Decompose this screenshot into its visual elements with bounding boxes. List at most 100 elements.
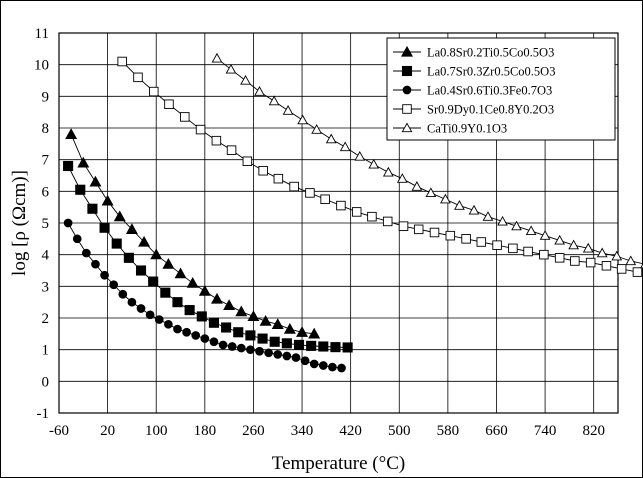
data-point bbox=[247, 310, 260, 322]
data-point bbox=[382, 216, 393, 227]
data-point bbox=[440, 193, 451, 204]
data-point bbox=[382, 166, 394, 177]
legend-marker bbox=[401, 45, 413, 57]
legend-box bbox=[386, 37, 616, 141]
data-point bbox=[296, 326, 309, 337]
data-point bbox=[196, 311, 207, 322]
data-point bbox=[160, 287, 171, 298]
data-point bbox=[195, 124, 206, 135]
data-point bbox=[368, 158, 380, 169]
data-point bbox=[461, 234, 471, 244]
x-tick-label: 820 bbox=[582, 423, 605, 439]
data-point bbox=[180, 112, 190, 122]
data-point bbox=[601, 261, 612, 271]
data-point bbox=[208, 317, 219, 328]
data-point bbox=[100, 270, 109, 280]
data-point bbox=[396, 173, 408, 183]
data-point bbox=[297, 114, 309, 125]
data-point bbox=[133, 72, 143, 83]
data-point bbox=[145, 310, 155, 320]
data-point bbox=[209, 337, 219, 347]
data-point bbox=[268, 95, 280, 106]
x-tick-label: 500 bbox=[388, 423, 411, 439]
data-point bbox=[254, 86, 265, 96]
data-point bbox=[611, 250, 623, 261]
data-point bbox=[87, 203, 98, 214]
y-tick-label: 4 bbox=[42, 248, 50, 264]
data-point bbox=[367, 211, 377, 222]
data-point bbox=[227, 342, 237, 351]
data-point bbox=[508, 243, 518, 254]
data-point bbox=[117, 56, 127, 67]
y-tick-label: 7 bbox=[42, 153, 50, 169]
data-point bbox=[309, 359, 319, 369]
data-point bbox=[65, 128, 78, 139]
legend-item-1: La0.8Sr0.2Ti0.5Co0.5O3 bbox=[393, 46, 554, 60]
data-point bbox=[511, 220, 522, 231]
data-point bbox=[523, 246, 533, 257]
legend-item-3: La0.4Sr0.6Ti0.3Fe0.7O3 bbox=[393, 84, 552, 98]
data-point bbox=[482, 211, 494, 221]
data-point bbox=[539, 230, 551, 240]
data-point bbox=[258, 165, 268, 176]
data-point bbox=[632, 267, 643, 277]
data-point bbox=[211, 135, 222, 146]
data-point bbox=[354, 150, 366, 161]
data-point bbox=[625, 255, 637, 266]
legend-marker bbox=[401, 65, 413, 77]
y-tick-label: 0 bbox=[42, 374, 50, 390]
x-tick-label: 660 bbox=[485, 423, 508, 439]
y-tick-label: 2 bbox=[42, 311, 50, 327]
data-point bbox=[413, 224, 424, 235]
y-tick-label: -1 bbox=[37, 406, 50, 422]
data-point bbox=[127, 297, 137, 307]
legend-marker bbox=[401, 122, 413, 133]
data-point bbox=[289, 181, 299, 192]
data-point bbox=[182, 327, 191, 337]
data-point bbox=[582, 242, 594, 253]
x-tick-label: 180 bbox=[194, 423, 217, 439]
data-point bbox=[242, 156, 253, 166]
data-point bbox=[318, 361, 328, 370]
data-point bbox=[282, 351, 292, 361]
data-point bbox=[273, 173, 284, 184]
data-point bbox=[77, 156, 90, 168]
data-point bbox=[283, 322, 296, 334]
data-point bbox=[411, 181, 423, 191]
data-point bbox=[328, 362, 337, 372]
legend-item-2: La0.7Sr0.3Zr0.5Co0.5O3 bbox=[393, 65, 555, 79]
data-point bbox=[221, 322, 232, 333]
data-point bbox=[281, 338, 292, 349]
x-tick-label: 260 bbox=[242, 423, 265, 439]
series-5 bbox=[211, 52, 643, 269]
data-point bbox=[264, 348, 273, 358]
x-tick-label: 740 bbox=[534, 423, 557, 439]
data-point bbox=[273, 350, 283, 359]
data-point bbox=[91, 259, 100, 269]
data-point bbox=[172, 297, 183, 308]
data-point bbox=[125, 223, 138, 234]
data-point bbox=[184, 305, 195, 316]
data-point bbox=[118, 289, 128, 299]
x-axis-label: Temperature (°C) bbox=[272, 453, 405, 474]
x-tick-label: 100 bbox=[145, 423, 168, 439]
data-point bbox=[308, 327, 321, 339]
data-point bbox=[174, 267, 187, 279]
data-point bbox=[568, 239, 580, 250]
data-point bbox=[398, 221, 409, 231]
data-point bbox=[320, 194, 330, 204]
series-line bbox=[121, 61, 643, 274]
data-point bbox=[164, 99, 174, 109]
data-point bbox=[113, 210, 126, 222]
data-point bbox=[337, 363, 346, 373]
x-tick-label: 580 bbox=[437, 423, 460, 439]
data-point bbox=[539, 249, 549, 260]
data-point bbox=[246, 345, 255, 355]
data-point bbox=[245, 330, 256, 341]
data-point bbox=[492, 240, 502, 250]
data-point bbox=[123, 252, 134, 263]
data-point bbox=[585, 257, 596, 268]
x-tick-labels: -60 20 100 180 260 340 420 500 580 660 740 820 bbox=[49, 423, 605, 439]
data-point bbox=[305, 188, 315, 198]
data-point bbox=[454, 200, 465, 210]
